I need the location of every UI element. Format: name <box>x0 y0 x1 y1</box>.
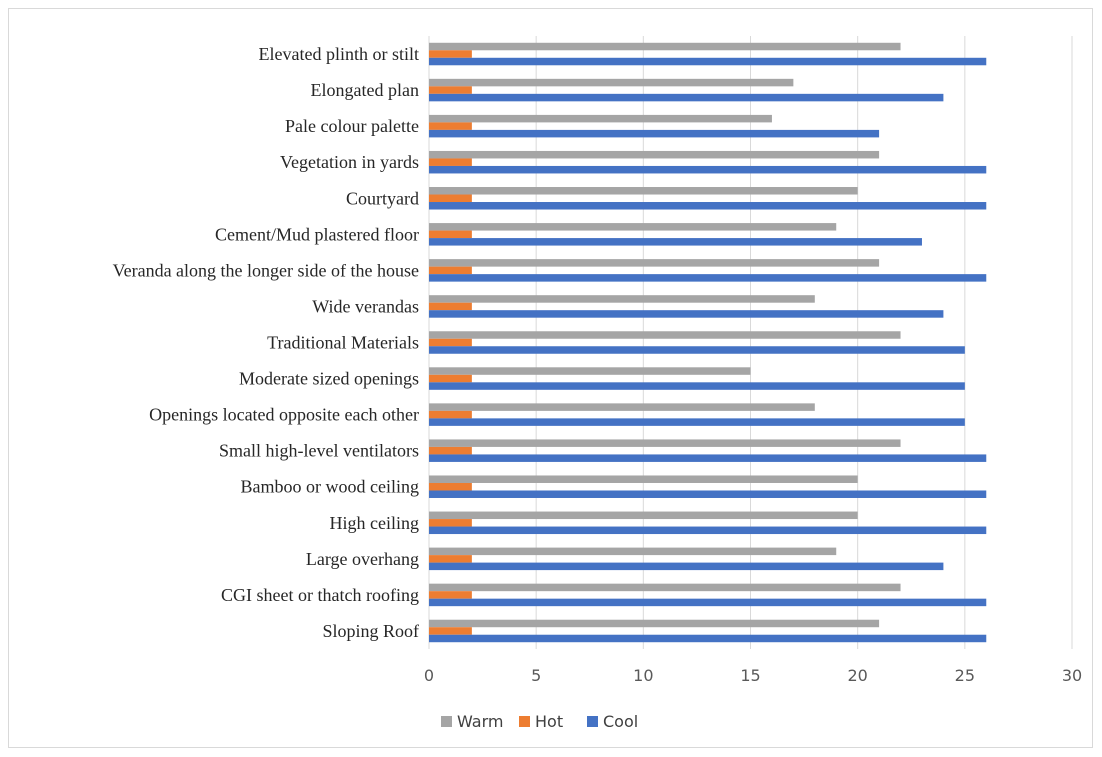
bar-cool-pale-colour-palette <box>429 129 880 138</box>
bar-cool-courtyard <box>429 202 987 210</box>
bar-warm-cement-mud-plastered-floor <box>429 223 837 231</box>
category-label-openings-located-opposite-each-other: Openings located opposite each other <box>149 405 419 425</box>
bar-cool-cement-mud-plastered-floor <box>429 238 922 246</box>
bar-cool-veranda-along-the-longer-side-of-the-house <box>429 274 987 282</box>
category-label-sloping-roof: Sloping Roof <box>322 621 419 641</box>
category-label-pale-colour-palette: Pale colour palette <box>285 116 419 136</box>
bar-hot-cgi-sheet-or-thatch-roofing <box>429 591 472 599</box>
category-label-moderate-sized-openings: Moderate sized openings <box>239 369 419 389</box>
legend-label-hot: Hot <box>535 712 563 731</box>
bar-warm-elevated-plinth-or-stilt <box>429 42 901 51</box>
category-label-large-overhang: Large overhang <box>306 549 419 569</box>
bar-cool-elongated-plan <box>429 93 944 102</box>
category-label-wide-verandas: Wide verandas <box>312 296 419 316</box>
x-tick-label-10: 10 <box>633 666 653 685</box>
bar-warm-openings-located-opposite-each-other <box>429 403 815 411</box>
bar-cool-elevated-plinth-or-stilt <box>429 57 987 66</box>
bar-warm-elongated-plan <box>429 78 794 87</box>
bar-hot-sloping-roof <box>429 627 472 635</box>
bar-warm-small-high-level-ventilators <box>429 439 901 447</box>
bar-hot-small-high-level-ventilators <box>429 446 472 455</box>
bar-hot-large-overhang <box>429 555 472 563</box>
bar-cool-sloping-roof <box>429 634 987 643</box>
bar-warm-courtyard <box>429 187 858 195</box>
x-tick-labels: 0 5 10 15 20 25 30 <box>424 666 1082 685</box>
category-label-veranda-along-the-longer-side-of-the-house: Veranda along the longer side of the hou… <box>113 260 419 280</box>
bar-cool-openings-located-opposite-each-other <box>429 418 965 426</box>
bar-cool-traditional-materials <box>429 346 965 354</box>
bar-warm-bamboo-or-wood-ceiling <box>429 475 858 483</box>
category-label-elongated-plan: Elongated plan <box>311 80 419 100</box>
category-labels: Sloping Roof CGI sheet or thatch roofing L… <box>113 44 419 641</box>
bar-hot-vegetation-in-yards <box>429 158 472 166</box>
bar-warm-large-overhang <box>429 547 837 556</box>
category-label-high-ceiling: High ceiling <box>330 513 419 533</box>
legend-swatch-warm <box>441 716 452 727</box>
legend-swatch-hot <box>519 716 530 727</box>
legend-label-cool: Cool <box>603 712 638 731</box>
bar-hot-elevated-plinth-or-stilt <box>429 50 472 58</box>
x-tick-label-5: 5 <box>531 666 541 685</box>
legend-label-warm: Warm <box>457 712 503 731</box>
bar-hot-courtyard <box>429 194 472 203</box>
bar-warm-cgi-sheet-or-thatch-roofing <box>429 583 901 592</box>
category-label-traditional-materials: Traditional Materials <box>267 333 419 353</box>
bar-hot-cement-mud-plastered-floor <box>429 230 472 239</box>
gridlines <box>428 36 1073 649</box>
bar-warm-wide-verandas <box>429 295 815 303</box>
category-label-small-high-level-ventilators: Small high-level ventilators <box>219 441 419 461</box>
bar-cool-moderate-sized-openings <box>429 382 965 390</box>
bar-cool-bamboo-or-wood-ceiling <box>429 490 987 498</box>
bar-cool-vegetation-in-yards <box>429 165 987 174</box>
bar-chart: Sloping Roof CGI sheet or thatch roofing L… <box>113 36 1082 731</box>
bar-cool-high-ceiling <box>429 526 987 535</box>
category-label-vegetation-in-yards: Vegetation in yards <box>280 152 419 172</box>
bar-hot-traditional-materials <box>429 338 472 347</box>
bars <box>429 42 987 643</box>
bar-warm-veranda-along-the-longer-side-of-the-house <box>429 259 880 267</box>
x-tick-label-25: 25 <box>955 666 975 685</box>
category-label-cement-mud-plastered-floor: Cement/Mud plastered floor <box>215 224 419 244</box>
bar-hot-bamboo-or-wood-ceiling <box>429 482 472 491</box>
x-tick-label-15: 15 <box>740 666 760 685</box>
bar-cool-cgi-sheet-or-thatch-roofing <box>429 598 987 607</box>
bar-warm-moderate-sized-openings <box>429 367 751 375</box>
bar-hot-high-ceiling <box>429 519 472 527</box>
bar-hot-pale-colour-palette <box>429 122 472 130</box>
bar-warm-pale-colour-palette <box>429 114 772 123</box>
category-label-cgi-sheet-or-thatch-roofing: CGI sheet or thatch roofing <box>221 585 419 605</box>
legend-swatch-cool <box>587 716 598 727</box>
bar-warm-high-ceiling <box>429 511 858 520</box>
bar-cool-small-high-level-ventilators <box>429 454 987 462</box>
bar-hot-veranda-along-the-longer-side-of-the-house <box>429 266 472 275</box>
x-tick-label-0: 0 <box>424 666 434 685</box>
bar-hot-wide-verandas <box>429 302 472 311</box>
x-tick-label-30: 30 <box>1062 666 1082 685</box>
bar-warm-sloping-roof <box>429 619 880 628</box>
bar-hot-moderate-sized-openings <box>429 374 472 383</box>
category-label-courtyard: Courtyard <box>346 188 419 208</box>
bar-cool-large-overhang <box>429 562 944 571</box>
legend: Warm Hot Cool <box>441 712 638 731</box>
category-label-elevated-plinth-or-stilt: Elevated plinth or stilt <box>259 44 419 64</box>
bar-hot-openings-located-opposite-each-other <box>429 410 472 419</box>
x-tick-label-20: 20 <box>847 666 867 685</box>
bar-hot-elongated-plan <box>429 86 472 94</box>
category-label-bamboo-or-wood-ceiling: Bamboo or wood ceiling <box>241 477 419 497</box>
bar-warm-vegetation-in-yards <box>429 150 880 159</box>
bar-cool-wide-verandas <box>429 310 944 318</box>
chart-frame: Sloping Roof CGI sheet or thatch roofing L… <box>8 8 1093 748</box>
bar-warm-traditional-materials <box>429 331 901 339</box>
